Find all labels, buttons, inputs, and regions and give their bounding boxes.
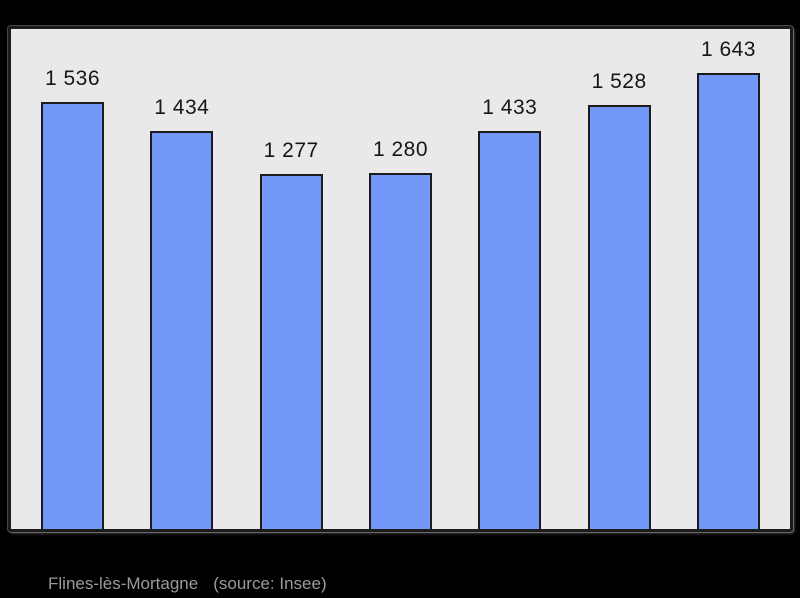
- bar: [587, 105, 651, 529]
- bar-group: 1 280: [368, 138, 432, 529]
- bar: [478, 131, 542, 529]
- bar-value-label: 1 528: [591, 70, 647, 93]
- bar-group: 1 433: [478, 96, 542, 529]
- bar-value-label: 1 434: [154, 96, 210, 119]
- bar: [150, 131, 214, 529]
- bar: [41, 102, 104, 529]
- bar-value-label: 1 277: [263, 139, 319, 162]
- bar-value-label: 1 536: [44, 67, 101, 90]
- bar-value-label: 1 280: [372, 138, 429, 161]
- caption-place-label: Flines-lès-Mortagne: [48, 574, 199, 593]
- bar-group: 1 536: [41, 68, 104, 529]
- bar-group: 1 434: [150, 96, 214, 529]
- bar: [696, 73, 760, 529]
- bar: [259, 174, 323, 529]
- bar-group: 1 528: [587, 70, 651, 529]
- bar-value-label: 1 433: [482, 96, 538, 119]
- bar-group: 1 277: [259, 139, 323, 529]
- bar-group: 1 643: [696, 38, 760, 529]
- plot-area: 1 536 1 434 1 277 1 280 1 433 1 528 1 643: [11, 29, 790, 529]
- chart-caption: Flines-lès-Mortagne (source: Insee): [48, 574, 327, 594]
- population-bar-chart: 1 536 1 434 1 277 1 280 1 433 1 528 1 643: [8, 26, 793, 532]
- caption-source-label: (source: Insee): [213, 574, 327, 593]
- bar-value-label: 1 643: [700, 38, 756, 61]
- bar: [368, 173, 432, 529]
